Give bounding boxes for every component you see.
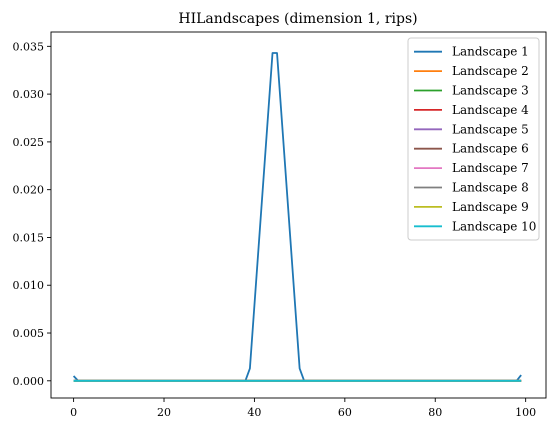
legend-label-1: Landscape 1: [452, 45, 529, 59]
x-tick-label: 20: [157, 406, 171, 419]
legend-label-9: Landscape 9: [452, 200, 529, 214]
legend-box: [407, 37, 540, 241]
legend-label-7: Landscape 7: [452, 161, 529, 175]
y-tick-label: 0.020: [13, 184, 45, 197]
x-tick-label: 40: [247, 406, 261, 419]
x-tick-label: 60: [338, 406, 352, 419]
legend-label-2: Landscape 2: [452, 64, 529, 78]
legend-label-4: Landscape 4: [452, 103, 529, 117]
y-tick-label: 0.000: [13, 375, 45, 388]
y-tick-label: 0.010: [13, 279, 45, 292]
x-tick-label: 80: [428, 406, 442, 419]
y-tick-label: 0.015: [13, 231, 45, 244]
legend-label-5: Landscape 5: [452, 122, 529, 136]
x-tick-label: 100: [515, 406, 536, 419]
legend-label-3: Landscape 3: [452, 84, 529, 98]
series-layer: [72, 52, 522, 382]
y-tick-label: 0.035: [13, 40, 45, 53]
y-tick-label: 0.025: [13, 136, 45, 149]
axes-frame: [50, 31, 547, 399]
axes-layer: 0 20 40 60 80 100 0.000 0.005 0.010 0.015 0.020 0.0…: [13, 31, 547, 419]
chart-title: HILandscapes (dimension 1, rips): [178, 11, 417, 27]
legend: Landscape 1 Landscape 2 Landscape 3 Landsca…: [407, 37, 540, 241]
legend-label-10: Landscape 10: [452, 219, 536, 233]
legend-label-6: Landscape 6: [452, 142, 529, 156]
x-tick-label: 0: [70, 406, 77, 419]
y-tick-label: 0.005: [13, 327, 45, 340]
legend-label-8: Landscape 8: [452, 181, 529, 195]
y-tick-label: 0.030: [13, 88, 45, 101]
